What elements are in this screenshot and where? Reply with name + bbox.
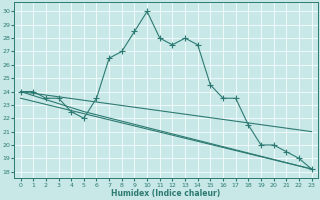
X-axis label: Humidex (Indice chaleur): Humidex (Indice chaleur)	[111, 189, 221, 198]
